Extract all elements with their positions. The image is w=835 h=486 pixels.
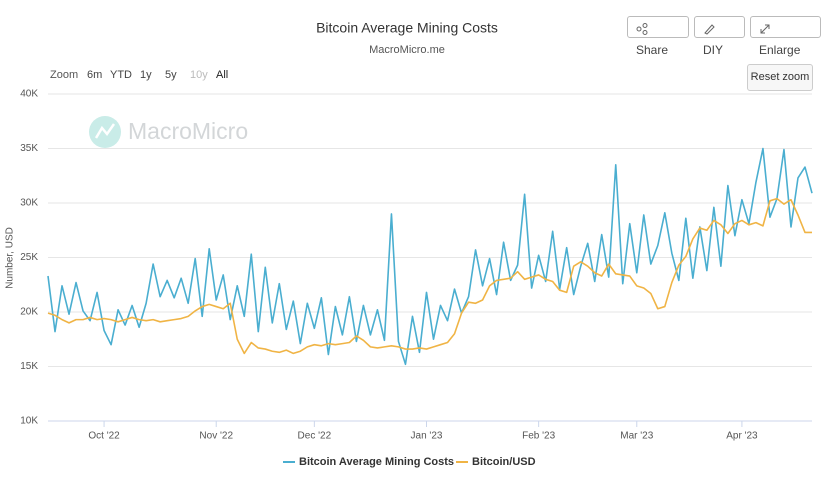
legend-item[interactable]: Bitcoin Average Mining Costs xyxy=(283,456,454,468)
x-tick-label: Nov '22 xyxy=(199,431,233,442)
share-icon xyxy=(636,22,648,35)
y-axis-title: Number, USD xyxy=(5,227,16,289)
share-label: Share xyxy=(636,43,669,57)
range-option[interactable]: All xyxy=(216,69,228,81)
watermark-logo-mark xyxy=(94,123,116,139)
y-tick-label: 10K xyxy=(20,416,38,427)
x-tick-label: Feb '23 xyxy=(522,431,555,442)
enlarge-label: Enlarge xyxy=(759,43,801,57)
range-option[interactable]: 6m xyxy=(87,69,102,81)
y-tick-label: 30K xyxy=(20,198,38,209)
y-tick-label: 35K xyxy=(20,143,38,154)
range-option[interactable]: 1y xyxy=(140,69,152,81)
range-option[interactable]: 5y xyxy=(165,69,177,81)
range-option[interactable]: 10y xyxy=(190,69,208,81)
share-button[interactable]: Share xyxy=(627,16,689,57)
x-tick-label: Apr '23 xyxy=(726,431,758,442)
watermark: MacroMicro xyxy=(128,118,248,144)
x-tick-label: Mar '23 xyxy=(620,431,653,442)
diy-label: DIY xyxy=(703,43,724,57)
range-label: Zoom xyxy=(50,69,78,81)
reset-zoom-button[interactable]: Reset zoom xyxy=(747,64,813,91)
y-tick-label: 25K xyxy=(20,252,38,263)
y-tick-label: 40K xyxy=(20,89,38,100)
diy-icon xyxy=(704,24,715,35)
legend-label: Bitcoin Average Mining Costs xyxy=(299,456,454,468)
range-option[interactable]: YTD xyxy=(110,69,132,81)
chart-subtitle: MacroMicro.me xyxy=(369,44,445,56)
enlarge-icon xyxy=(760,24,770,34)
series-line xyxy=(47,147,813,366)
chart-title: Bitcoin Average Mining Costs xyxy=(316,20,498,36)
enlarge-button[interactable]: Enlarge xyxy=(750,16,821,57)
legend-item[interactable]: Bitcoin/USD xyxy=(456,456,536,468)
series-line xyxy=(47,197,812,355)
legend-label: Bitcoin/USD xyxy=(472,456,536,468)
x-tick-label: Jan '23 xyxy=(411,431,443,442)
x-tick-label: Oct '22 xyxy=(88,431,120,442)
x-tick-label: Dec '22 xyxy=(298,431,332,442)
diy-button[interactable]: DIY xyxy=(694,16,745,57)
y-tick-label: 20K xyxy=(20,307,38,318)
range-selector: Zoom xyxy=(50,69,78,81)
y-tick-label: 15K xyxy=(20,361,38,372)
